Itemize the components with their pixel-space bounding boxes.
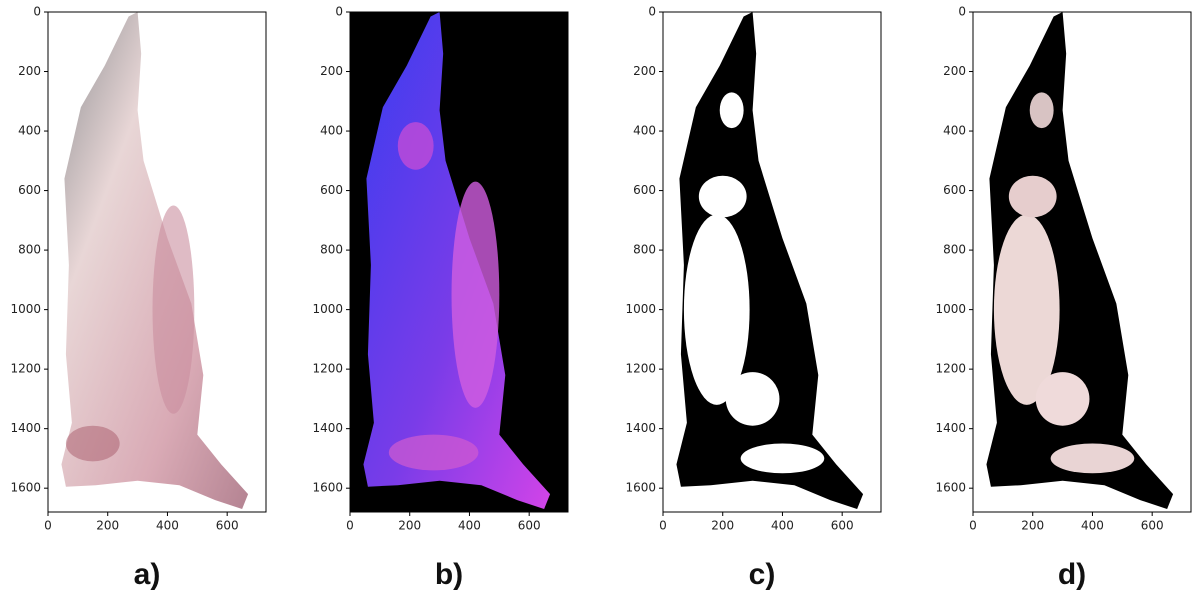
y-tick-label: 400 xyxy=(943,124,966,138)
y-tick-label: 600 xyxy=(633,183,656,197)
x-tick-label: 400 xyxy=(156,519,179,533)
y-tick-label: 400 xyxy=(18,124,41,138)
y-tick-label: 1400 xyxy=(935,421,966,435)
y-tick-label: 800 xyxy=(18,243,41,257)
x-tick-label: 200 xyxy=(398,519,421,533)
y-tick-label: 800 xyxy=(633,243,656,257)
y-tick-label: 1400 xyxy=(625,421,656,435)
image-mask xyxy=(676,12,864,510)
y-tick-label: 1000 xyxy=(935,302,966,316)
y-tick-label: 0 xyxy=(33,5,41,19)
x-tick-label: 200 xyxy=(711,519,734,533)
image-false-color xyxy=(350,12,568,512)
y-tick-label: 800 xyxy=(943,243,966,257)
image-masked xyxy=(986,12,1174,510)
x-tick-label: 200 xyxy=(96,519,119,533)
x-tick-label: 400 xyxy=(771,519,794,533)
y-tick-label: 600 xyxy=(18,183,41,197)
x-tick-label: 600 xyxy=(1141,519,1164,533)
panel-label: c) xyxy=(749,558,776,591)
x-tick-label: 600 xyxy=(831,519,854,533)
y-tick-label: 1200 xyxy=(10,362,41,376)
y-tick-label: 200 xyxy=(633,64,656,78)
y-tick-label: 1000 xyxy=(10,302,41,316)
y-tick-label: 800 xyxy=(320,243,343,257)
y-tick-label: 1000 xyxy=(312,302,343,316)
y-tick-label: 200 xyxy=(943,64,966,78)
x-tick-label: 600 xyxy=(518,519,541,533)
y-tick-label: 1200 xyxy=(935,362,966,376)
x-tick-label: 0 xyxy=(969,519,977,533)
x-tick-label: 400 xyxy=(458,519,481,533)
axes-frame xyxy=(349,11,569,513)
y-tick-label: 1600 xyxy=(10,481,41,495)
x-tick-label: 200 xyxy=(1021,519,1044,533)
panel-images xyxy=(61,12,1174,512)
panel-label: b) xyxy=(435,558,463,591)
panel-label: d) xyxy=(1058,558,1086,591)
x-tick-label: 0 xyxy=(346,519,354,533)
y-tick-label: 400 xyxy=(320,124,343,138)
y-tick-label: 1600 xyxy=(625,481,656,495)
y-tick-label: 0 xyxy=(648,5,656,19)
x-tick-label: 400 xyxy=(1081,519,1104,533)
image-original xyxy=(61,12,249,510)
y-tick-label: 1600 xyxy=(312,481,343,495)
y-tick-label: 600 xyxy=(943,183,966,197)
y-tick-label: 1400 xyxy=(312,421,343,435)
x-tick-label: 0 xyxy=(659,519,667,533)
y-tick-label: 1200 xyxy=(625,362,656,376)
axes-frame xyxy=(662,11,882,513)
y-tick-label: 0 xyxy=(958,5,966,19)
y-tick-label: 200 xyxy=(18,64,41,78)
y-tick-label: 0 xyxy=(335,5,343,19)
y-tick-label: 200 xyxy=(320,64,343,78)
axes-frame xyxy=(972,11,1192,513)
y-tick-label: 600 xyxy=(320,183,343,197)
panel-label: a) xyxy=(134,558,161,591)
y-tick-label: 1600 xyxy=(935,481,966,495)
y-tick-label: 400 xyxy=(633,124,656,138)
y-tick-label: 1000 xyxy=(625,302,656,316)
y-tick-label: 1200 xyxy=(312,362,343,376)
x-tick-label: 600 xyxy=(216,519,239,533)
y-tick-label: 1400 xyxy=(10,421,41,435)
x-tick-label: 0 xyxy=(44,519,52,533)
axes-frame xyxy=(47,11,267,513)
